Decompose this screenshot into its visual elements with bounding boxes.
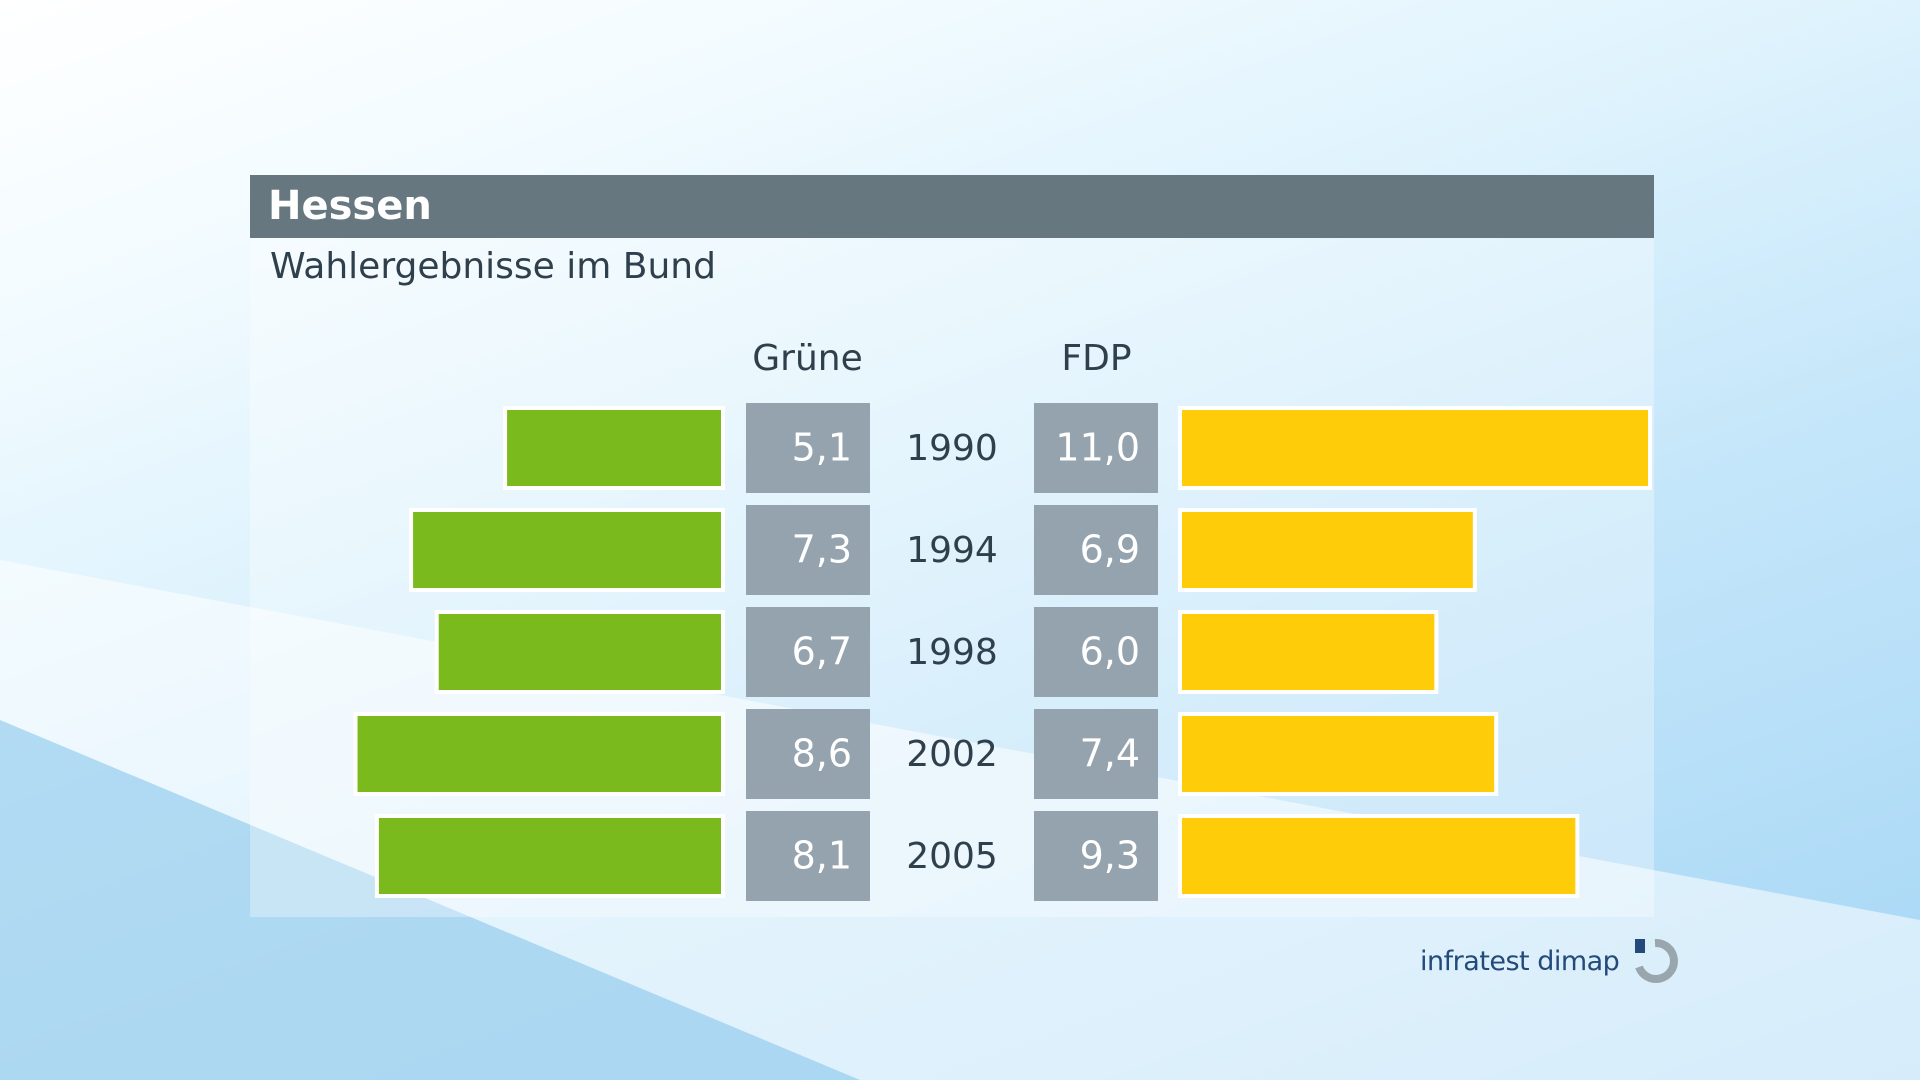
data-label-gruene-1998: 6,7	[792, 630, 852, 674]
value-box-fdp-2005	[1034, 811, 1158, 901]
logo-text: infratest dimap	[1420, 945, 1620, 977]
value-box-gruene-2005	[746, 811, 870, 901]
data-label-fdp-2005: 9,3	[1080, 834, 1140, 878]
bar-fdp-1990	[1178, 406, 1652, 490]
bar-fdp-2005	[1178, 814, 1580, 898]
data-label-gruene-2005: 8,1	[792, 834, 852, 878]
data-label-fdp-1994: 6,9	[1080, 528, 1140, 572]
bar-fdp-1994	[1178, 508, 1477, 592]
data-label-gruene-2002: 8,6	[792, 732, 852, 776]
value-box-gruene-1994	[746, 505, 870, 595]
value-box-gruene-2002	[746, 709, 870, 799]
infratest-dimap-logo: infratest dimap	[1420, 935, 1679, 987]
data-label-fdp-1998: 6,0	[1080, 630, 1140, 674]
bar-gruene-1998	[434, 610, 725, 694]
title-bar	[250, 175, 1654, 238]
value-box-fdp-1994	[1034, 505, 1158, 595]
value-box-fdp-2002	[1034, 709, 1158, 799]
bar-fdp-1998	[1178, 610, 1439, 694]
data-label-fdp-2002: 7,4	[1080, 732, 1140, 776]
logo-mark-icon	[1635, 938, 1679, 983]
bar-gruene-1994	[409, 508, 725, 592]
bar-gruene-1990	[503, 406, 725, 490]
series-header-fdp: FDP	[1061, 338, 1132, 379]
year-label-1994: 1994	[906, 530, 998, 571]
bar-gruene-2002	[353, 712, 725, 796]
data-label-gruene-1990: 5,1	[792, 426, 852, 470]
year-label-1990: 1990	[906, 428, 998, 469]
value-box-fdp-1990	[1034, 403, 1158, 493]
year-label-2005: 2005	[906, 836, 998, 877]
series-header-gruene: Grüne	[752, 338, 863, 379]
data-label-fdp-1990: 11,0	[1055, 426, 1140, 470]
chart-title: Hessen	[268, 183, 432, 229]
year-label-2002: 2002	[906, 734, 998, 775]
bar-fdp-2002	[1178, 712, 1499, 796]
chart-subtitle: Wahlergebnisse im Bund	[270, 246, 716, 287]
value-box-gruene-1998	[746, 607, 870, 697]
value-box-fdp-1998	[1034, 607, 1158, 697]
year-label-1998: 1998	[906, 632, 998, 673]
data-label-gruene-1994: 7,3	[792, 528, 852, 572]
bar-gruene-2005	[374, 814, 725, 898]
value-box-gruene-1990	[746, 403, 870, 493]
